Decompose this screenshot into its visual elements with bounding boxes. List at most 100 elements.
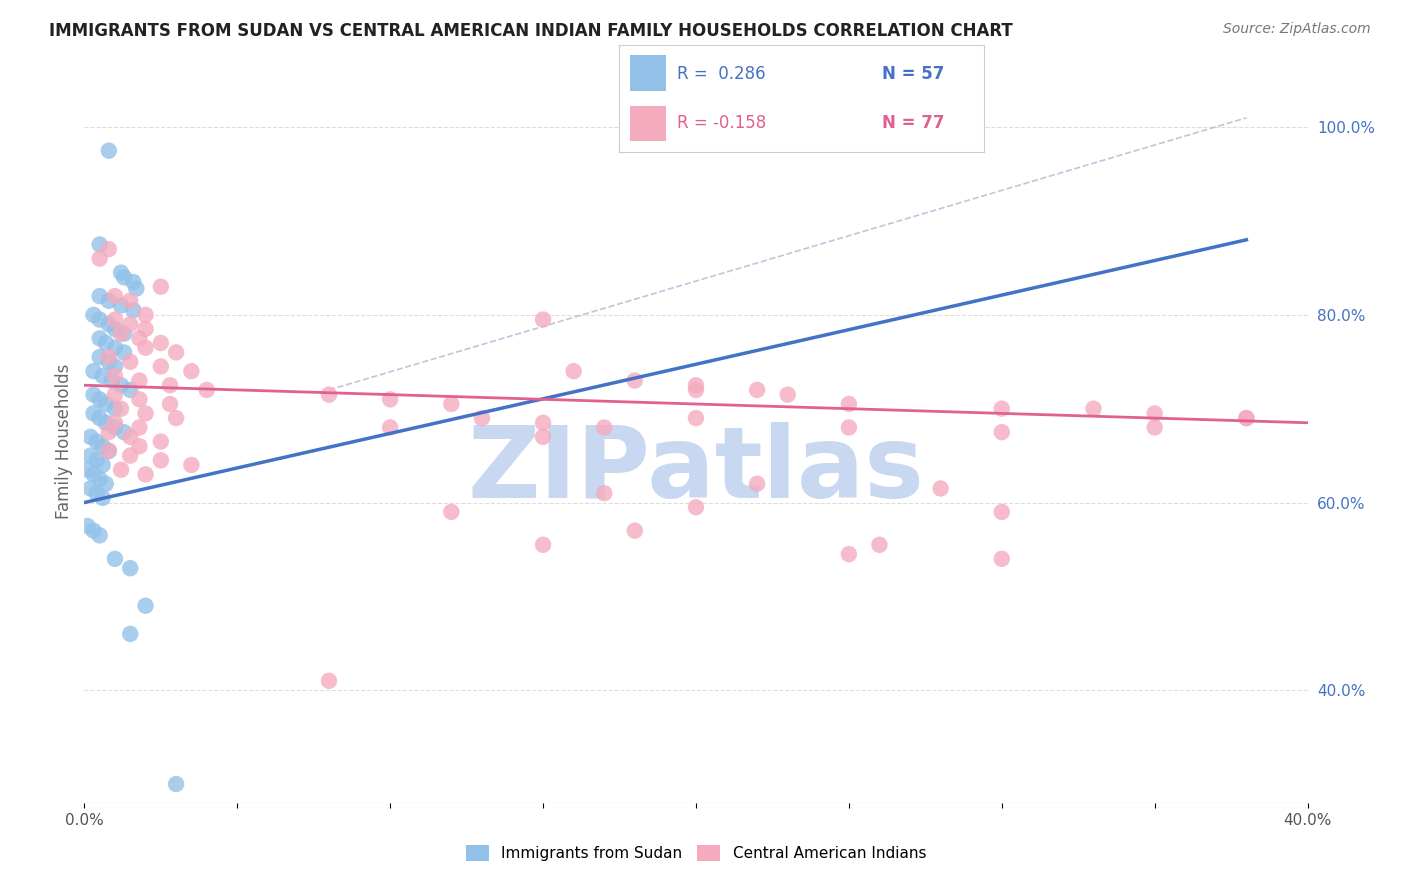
Point (685, 378, 707, 392)
Point (104, 401, 127, 416)
Point (110, 298, 132, 312)
Point (91, 439, 114, 453)
Point (128, 439, 150, 453)
Point (149, 359, 172, 374)
Point (120, 383, 142, 397)
Point (83, 364, 105, 378)
Point (1236, 411, 1258, 425)
Point (76, 463, 98, 477)
Text: ZIPatlas: ZIPatlas (468, 422, 924, 519)
Point (89, 528, 111, 542)
Point (1083, 401, 1105, 416)
Point (83, 524, 105, 538)
Point (440, 505, 463, 519)
Point (83, 406, 105, 420)
Point (89, 312, 111, 326)
Point (79, 449, 101, 463)
Point (120, 627, 142, 641)
Point (120, 318, 142, 332)
Point (318, 673, 340, 688)
Point (318, 387, 340, 401)
Point (531, 430, 554, 444)
Point (104, 312, 127, 326)
Point (86, 486, 108, 500)
Point (83, 308, 105, 322)
Point (991, 401, 1014, 416)
FancyBboxPatch shape (630, 105, 666, 141)
Point (531, 416, 554, 430)
Point (128, 331, 150, 345)
Point (1236, 411, 1258, 425)
Point (122, 275, 145, 289)
Point (112, 345, 135, 359)
Point (104, 322, 127, 336)
Point (112, 326, 135, 341)
Point (685, 500, 707, 515)
Point (120, 449, 142, 463)
Point (624, 374, 647, 388)
Point (380, 420, 402, 434)
Point (135, 467, 157, 482)
Point (104, 416, 127, 430)
Point (122, 303, 145, 318)
Point (104, 387, 127, 401)
Point (1143, 420, 1166, 434)
Point (101, 374, 124, 388)
Point (471, 411, 494, 425)
Point (97, 444, 120, 458)
Point (180, 364, 202, 378)
Text: R = -0.158: R = -0.158 (678, 114, 766, 132)
Point (165, 777, 187, 791)
Text: N = 77: N = 77 (882, 114, 945, 132)
Point (159, 378, 181, 392)
Point (112, 270, 135, 285)
Point (380, 392, 402, 407)
Point (89, 252, 111, 266)
Point (104, 420, 127, 434)
Point (685, 383, 707, 397)
Text: Source: ZipAtlas.com: Source: ZipAtlas.com (1223, 22, 1371, 37)
Point (120, 355, 142, 369)
Text: N = 57: N = 57 (882, 64, 945, 82)
Point (165, 345, 187, 359)
Point (531, 312, 554, 326)
Point (1143, 406, 1166, 420)
Point (159, 397, 181, 411)
Point (89, 331, 111, 345)
Point (110, 326, 132, 341)
Point (120, 293, 142, 308)
Point (110, 266, 132, 280)
Point (120, 561, 142, 575)
Point (110, 463, 132, 477)
Point (110, 378, 132, 392)
Point (838, 547, 860, 561)
Point (135, 406, 157, 420)
FancyBboxPatch shape (630, 55, 666, 91)
Point (91, 458, 114, 472)
Point (929, 482, 952, 496)
Point (83, 387, 105, 401)
Point (89, 350, 111, 364)
Point (86, 453, 108, 467)
Point (562, 364, 585, 378)
Point (135, 322, 157, 336)
Point (531, 538, 554, 552)
Point (838, 397, 860, 411)
Point (97, 350, 120, 364)
Point (89, 472, 111, 486)
Point (135, 341, 157, 355)
Point (83, 467, 105, 482)
Point (89, 237, 111, 252)
Point (79, 430, 101, 444)
Point (94, 397, 117, 411)
Point (149, 336, 172, 351)
Point (97, 444, 120, 458)
Point (991, 551, 1014, 566)
Point (685, 411, 707, 425)
Text: R =  0.286: R = 0.286 (678, 64, 766, 82)
Point (991, 505, 1014, 519)
Y-axis label: Family Households: Family Households (55, 364, 73, 519)
Point (149, 434, 172, 449)
Point (128, 392, 150, 407)
Point (89, 289, 111, 303)
